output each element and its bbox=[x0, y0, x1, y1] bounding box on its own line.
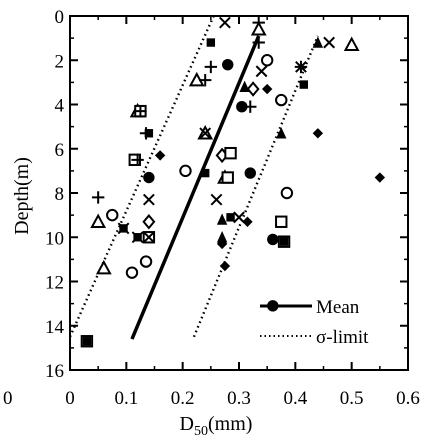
data-point-circle-open-39 bbox=[179, 164, 192, 178]
fit-lines bbox=[68, 15, 319, 340]
data-point-plus-13 bbox=[204, 60, 218, 74]
data-point-plus-29 bbox=[139, 127, 153, 140]
data-point-diamond-filled-21 bbox=[261, 83, 273, 95]
x-tick-label-4: 0.4 bbox=[283, 388, 307, 409]
x-axis-title: D50(mm) bbox=[180, 413, 253, 437]
data-point-tri-open-71 bbox=[95, 259, 112, 275]
data-point-x-15 bbox=[255, 65, 268, 78]
y-tick-label-2: 4 bbox=[55, 96, 65, 117]
data-point-circle-filled-44 bbox=[143, 171, 155, 184]
sigma-limit-line-1 bbox=[68, 15, 215, 338]
data-point-plus-24 bbox=[244, 100, 257, 113]
data-point-plus-48 bbox=[91, 191, 105, 204]
data-points bbox=[80, 16, 386, 348]
data-point-x-49 bbox=[142, 193, 155, 206]
data-point-circle-filled-23 bbox=[236, 101, 248, 113]
data-point-diamond-filled-72 bbox=[219, 260, 231, 272]
data-point-diamond-filled-33 bbox=[312, 128, 324, 139]
data-point-square-open-38 bbox=[224, 146, 237, 160]
x-axis-title-main: D bbox=[180, 413, 194, 435]
data-point-plus-35 bbox=[131, 153, 144, 167]
data-point-square-open-59 bbox=[275, 215, 288, 228]
data-point-circle-open-46 bbox=[280, 186, 294, 200]
data-point-circle-open-22 bbox=[275, 93, 288, 107]
data-point-circle-filled-66 bbox=[267, 233, 279, 246]
data-point-tri-open-10 bbox=[343, 36, 360, 51]
data-point-square-filled-18 bbox=[299, 80, 308, 89]
y-tick-label-7: 14 bbox=[45, 317, 65, 338]
data-point-diamond-open-20 bbox=[246, 81, 260, 97]
data-point-x-54 bbox=[117, 222, 130, 235]
x-tick-label-1: 0.1 bbox=[114, 388, 138, 409]
data-point-square-filled-40 bbox=[201, 168, 210, 178]
x-tick-label-6: 0.6 bbox=[396, 388, 420, 409]
legend-label-mean: Mean bbox=[316, 297, 360, 318]
x-axis-title-unit: (mm) bbox=[208, 413, 252, 435]
data-point-circle-filled-12 bbox=[222, 58, 234, 71]
data-point-tri-filled-55 bbox=[216, 213, 228, 225]
data-point-square-open-42 bbox=[221, 171, 234, 184]
data-point-square-filled-68 bbox=[279, 237, 289, 246]
data-point-diamond-open-52 bbox=[142, 214, 156, 230]
data-point-circle-filled-43 bbox=[244, 167, 256, 179]
data-point-circle-open-69 bbox=[139, 255, 153, 268]
data-point-tri-filled-8 bbox=[312, 36, 324, 48]
data-point-circle-open-50 bbox=[106, 208, 119, 222]
legend-label-sigma-limit: σ-limit bbox=[316, 327, 369, 348]
x-tick-label-0: 0 bbox=[65, 388, 75, 409]
x-tick-label-3: 0.3 bbox=[227, 388, 251, 409]
data-point-tri-filled-65 bbox=[216, 231, 228, 243]
data-point-tri-open-5 bbox=[250, 20, 267, 36]
data-point-diamond-filled-45 bbox=[374, 172, 386, 183]
y-tick-label-3: 6 bbox=[55, 140, 65, 161]
data-point-x-63 bbox=[142, 231, 155, 244]
data-point-plus-17 bbox=[199, 73, 212, 87]
mean-line-0 bbox=[130, 35, 261, 340]
data-point-square-filled-1 bbox=[82, 337, 92, 346]
y-axis-title: Depth(m) bbox=[11, 157, 33, 235]
plot-area bbox=[68, 15, 409, 371]
tick-labels: 0 0.1 0.2 0.3 0.4 0.5 0.6 0 2 4 6 8 10 12 14 16 bbox=[45, 7, 420, 409]
data-point-diamond-filled-58 bbox=[242, 216, 253, 227]
data-point-circle-open-70 bbox=[125, 266, 139, 279]
x-tick-label-2: 0.2 bbox=[171, 388, 195, 409]
legend: Mean σ-limit bbox=[260, 297, 369, 348]
sigma-limit-line-2 bbox=[192, 35, 319, 338]
data-point-x-57 bbox=[233, 211, 245, 224]
x-tick-label-5: 0.5 bbox=[340, 388, 364, 409]
data-point-x-9 bbox=[323, 36, 336, 49]
data-point-circle-open-11 bbox=[260, 54, 274, 67]
data-point-tri-filled-32 bbox=[276, 127, 287, 139]
data-point-diamond-filled-36 bbox=[154, 150, 166, 161]
data-point-square-filled-56 bbox=[226, 213, 235, 222]
data-point-tri-open-51 bbox=[90, 213, 107, 228]
data-point-star-14 bbox=[294, 60, 308, 74]
y-tick-label-0: 0 bbox=[55, 7, 65, 28]
y-tick-label-6: 12 bbox=[45, 273, 64, 294]
y-tick-label-8: 16 bbox=[45, 361, 64, 382]
y-tick-label-4: 8 bbox=[55, 184, 65, 205]
data-point-x-61 bbox=[131, 231, 144, 244]
data-point-plus-6 bbox=[252, 36, 265, 49]
data-point-x-31 bbox=[199, 127, 212, 140]
x-axis-title-subscript: 50 bbox=[194, 424, 208, 437]
stray-tick-label: 0 bbox=[3, 388, 13, 409]
y-tick-label-1: 2 bbox=[55, 51, 65, 72]
data-point-square-filled-7 bbox=[206, 38, 216, 47]
axis-ticks bbox=[69, 15, 409, 371]
data-point-plus-27 bbox=[134, 104, 147, 118]
data-point-x-3 bbox=[219, 16, 231, 29]
data-point-x-47 bbox=[210, 193, 223, 206]
y-tick-label-5: 10 bbox=[45, 228, 64, 249]
